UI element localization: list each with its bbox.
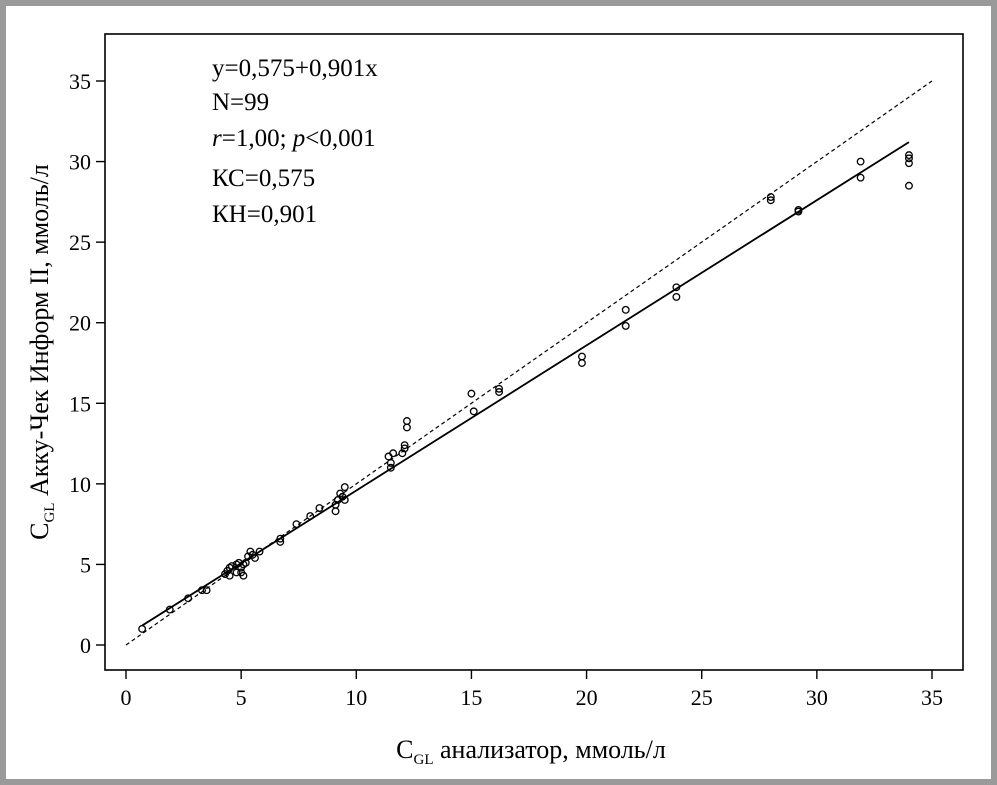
data-point bbox=[672, 292, 681, 301]
x-tick-label: 25 bbox=[691, 685, 713, 710]
data-point bbox=[340, 496, 349, 504]
data-point bbox=[225, 571, 234, 580]
data-point bbox=[386, 458, 395, 467]
y-tick-label: 20 bbox=[69, 311, 91, 336]
regression-line bbox=[141, 141, 910, 627]
y-tick-label: 10 bbox=[69, 472, 91, 497]
x-tick-label: 35 bbox=[921, 685, 943, 710]
data-point bbox=[905, 151, 913, 160]
x-tick-label: 30 bbox=[806, 685, 828, 710]
annotation-equation: y=0,575+0,901x bbox=[212, 55, 378, 82]
x-tick-label: 20 bbox=[576, 685, 598, 710]
x-tick-label: 5 bbox=[236, 685, 247, 710]
data-point bbox=[672, 283, 681, 292]
data-point bbox=[400, 441, 409, 450]
data-point bbox=[794, 207, 803, 216]
data-point bbox=[578, 359, 586, 367]
data-point bbox=[398, 449, 407, 458]
annotation-r-p: r=1,00; p<0,001 bbox=[212, 125, 376, 152]
y-tick-label: 15 bbox=[69, 391, 91, 416]
data-point bbox=[138, 624, 147, 633]
x-tick-label: 15 bbox=[460, 685, 482, 710]
data-point bbox=[856, 157, 865, 166]
y-axis-ticks: 0 5 10 15 20 25 30 35 bbox=[69, 69, 105, 658]
data-point bbox=[251, 554, 259, 562]
data-point bbox=[276, 534, 285, 543]
data-point bbox=[202, 586, 211, 595]
data-point bbox=[856, 173, 865, 182]
data-point bbox=[315, 504, 324, 512]
data-point bbox=[184, 594, 193, 603]
annotations: y=0,575+0,901x N=99 r=1,00; p<0,001 КС=0… bbox=[212, 55, 378, 228]
y-tick-label: 5 bbox=[80, 552, 91, 577]
data-point bbox=[255, 547, 264, 556]
annotation-n: N=99 bbox=[212, 89, 269, 116]
data-point bbox=[495, 384, 504, 393]
data-point bbox=[331, 500, 340, 509]
annotation-kn: КН=0,901 bbox=[212, 201, 317, 228]
x-axis-title: CGL анализатор, ммоль/л bbox=[396, 735, 666, 768]
x-tick-label: 0 bbox=[121, 685, 132, 710]
x-tick-label: 10 bbox=[345, 685, 367, 710]
data-point bbox=[766, 196, 775, 205]
data-point bbox=[227, 562, 236, 570]
data-point bbox=[389, 449, 398, 458]
data-point bbox=[239, 571, 248, 580]
data-point bbox=[905, 159, 913, 168]
data-point bbox=[384, 452, 393, 461]
data-point bbox=[495, 388, 504, 396]
y-tick-label: 25 bbox=[69, 230, 91, 255]
data-point bbox=[621, 321, 630, 330]
data-point bbox=[467, 389, 476, 398]
data-point bbox=[244, 552, 253, 561]
data-point bbox=[331, 507, 340, 516]
data-point bbox=[306, 512, 315, 521]
data-point bbox=[766, 193, 775, 201]
y-tick-label: 0 bbox=[80, 633, 91, 658]
y-tick-label: 30 bbox=[69, 150, 91, 175]
data-point bbox=[292, 520, 301, 529]
data-point bbox=[402, 423, 411, 432]
scatter-chart: 0 5 10 15 20 25 30 35 0 5 10 15 20 25 30 35 CGL анализ… bbox=[25, 33, 964, 768]
plot-area bbox=[104, 33, 964, 671]
data-point bbox=[400, 444, 409, 453]
data-point bbox=[198, 586, 206, 595]
y-axis-title: CGL Акку-Чек Информ II, ммоль/л bbox=[25, 164, 58, 540]
data-point bbox=[402, 417, 411, 425]
data-point bbox=[621, 305, 630, 314]
data-point bbox=[469, 407, 478, 416]
data-point bbox=[232, 568, 241, 577]
data-point bbox=[905, 154, 913, 163]
points-layer bbox=[138, 151, 913, 633]
data-point bbox=[578, 352, 586, 361]
data-point bbox=[165, 605, 174, 614]
y-tick-label: 35 bbox=[69, 69, 91, 94]
data-point bbox=[276, 537, 285, 546]
annotation-kc: КС=0,575 bbox=[212, 165, 315, 192]
x-axis-ticks: 0 5 10 15 20 25 30 35 bbox=[121, 670, 943, 710]
data-point bbox=[905, 181, 913, 190]
data-point bbox=[386, 463, 395, 472]
data-point bbox=[340, 483, 349, 492]
lines-layer bbox=[125, 80, 933, 646]
